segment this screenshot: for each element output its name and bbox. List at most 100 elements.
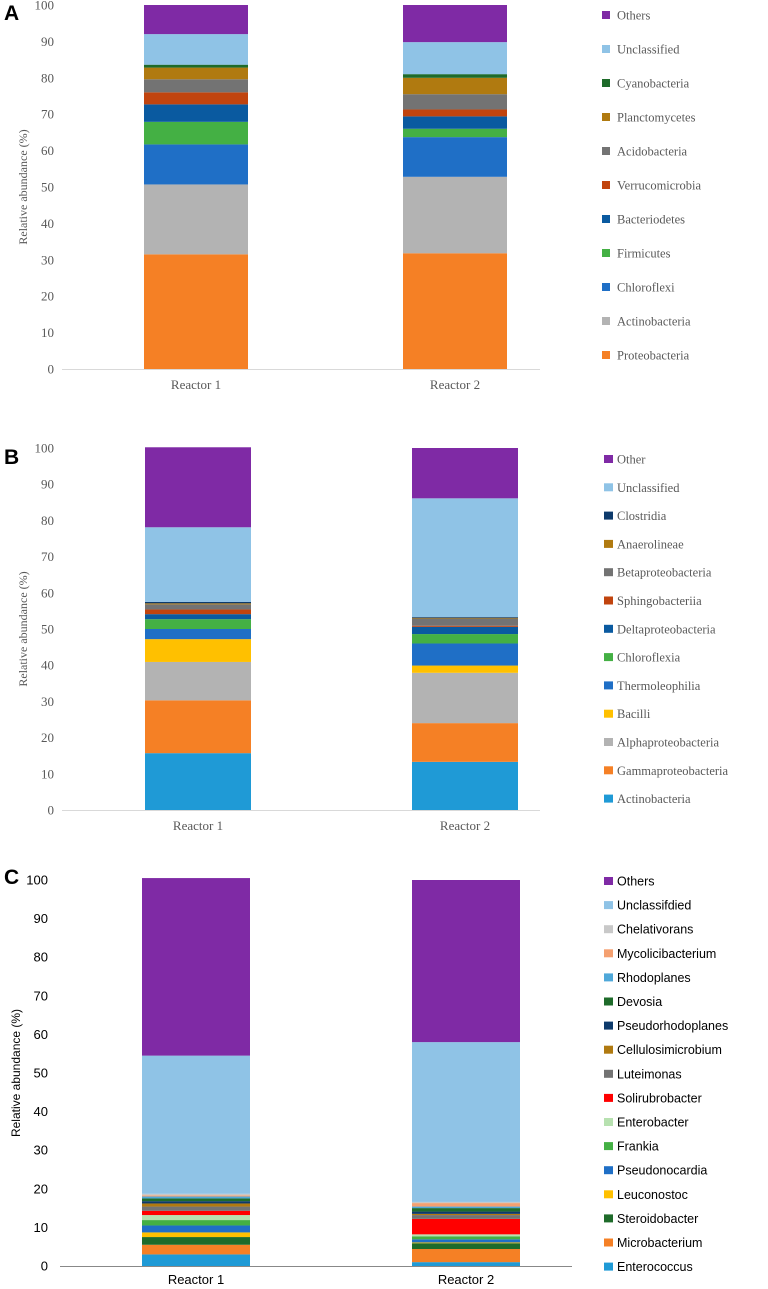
legend-swatch: [602, 147, 610, 155]
legend-swatch: [604, 1118, 613, 1126]
bar-segment-alphaproteobacteria: [145, 661, 251, 701]
bar-segment-leuconostoc: [412, 1242, 520, 1244]
bar-segment-cellulosimicrobium: [412, 1213, 520, 1216]
y-axis-label: Relative abundance (%): [9, 1009, 23, 1137]
legend-swatch: [602, 11, 610, 19]
legend-swatch: [602, 249, 610, 257]
legend-swatch: [602, 215, 610, 223]
legend-swatch: [604, 877, 613, 885]
y-axis-label: Relative abundance (%): [16, 129, 30, 244]
bar-segment-unclassified: [412, 498, 518, 618]
y-tick-label: 10: [41, 766, 54, 781]
legend-swatch: [602, 113, 610, 121]
bar-segment-leuconostoc: [142, 1232, 250, 1238]
y-tick-label: 90: [41, 477, 54, 492]
legend-swatch: [604, 1045, 613, 1054]
legend-entry: Pseudonocardia: [617, 1164, 707, 1178]
legend-entry: Others: [617, 9, 650, 23]
legend-swatch: [604, 1093, 613, 1102]
bar-segment-proteobacteria: [403, 253, 507, 369]
bar-segment-others: [142, 878, 250, 1056]
bar-segment-actinobacteria: [144, 184, 248, 255]
legend-entry: Thermoleophilia: [617, 679, 701, 693]
bar-segment-chloroflexi: [144, 144, 248, 185]
bar-segment-cellulosimicrobium: [142, 1203, 250, 1207]
bar-segment-bacteriodetes: [403, 116, 507, 129]
y-tick-label: 90: [34, 911, 48, 926]
bar-segment-planctomycetes: [403, 77, 507, 95]
legend-entry: Solirubrobacter: [617, 1091, 702, 1105]
y-tick-label: 10: [41, 325, 54, 340]
legend-swatch: [602, 283, 610, 291]
y-tick-label: 90: [41, 34, 54, 49]
x-category-label: Reactor 1: [168, 1272, 224, 1287]
legend-swatch: [604, 901, 613, 910]
legend-swatch: [604, 511, 613, 520]
y-tick-label: 80: [41, 513, 54, 528]
legend-swatch: [604, 997, 613, 1006]
y-tick-label: 30: [41, 694, 54, 709]
legend-entry: Bacilli: [617, 707, 651, 721]
legend-entry: Pseudorhodoplanes: [617, 1019, 728, 1033]
y-tick-label: 30: [34, 1143, 48, 1158]
panel-b: B 0 10 20 30 40 50 60 70 80 90 100 Relative abundanc…: [4, 441, 729, 834]
bar-segment-bacilli: [145, 639, 251, 662]
bar-segment-anaerolineae: [412, 617, 518, 619]
bar-segment-luteimonas: [412, 1215, 520, 1219]
legend-swatch: [604, 794, 613, 803]
bar-segment-chloroflexia: [412, 634, 518, 644]
bar-segment-frankia: [412, 1236, 520, 1240]
legend-swatch: [604, 681, 613, 690]
panel-c: C 0 10 20 30 40 50 60 70 80 90 100 Relative abundanc…: [4, 866, 728, 1287]
bar-segment-rhodoplanes: [142, 1196, 250, 1199]
bar-segment-clostridia: [145, 601, 251, 604]
bar-segment-gammaproteobacteria: [412, 723, 518, 762]
legend-entry: Steroidobacter: [617, 1212, 698, 1226]
legend-entry: Proteobacteria: [617, 349, 690, 363]
legend-entry: Unclassifdied: [617, 899, 691, 913]
legend-entry: Alphaproteobacteria: [617, 736, 719, 750]
bar-segment-microbacterium: [412, 1249, 520, 1263]
legend-entry: Microbacterium: [617, 1236, 702, 1250]
bar-segment-rhodoplanes: [412, 1206, 520, 1209]
y-tick-label: 70: [41, 107, 54, 122]
bar-segment-unclassified: [403, 42, 507, 75]
bar-segment-pseudorhodoplanes: [142, 1201, 250, 1204]
bar-segment-unclassifdied: [142, 1055, 250, 1194]
bar-segment-other: [412, 448, 518, 499]
y-tick-label: 10: [34, 1220, 48, 1235]
bar-segment-frankia: [142, 1220, 250, 1226]
bar-segment-bacteriodetes: [144, 104, 248, 122]
bar-segment-deltaproteobacteria: [145, 614, 251, 620]
bar-segment-microbacterium: [142, 1244, 250, 1255]
legend-entry: Cellulosimicrobium: [617, 1043, 722, 1057]
bar-segment-actinobacteria: [412, 761, 518, 810]
legend-swatch: [602, 45, 610, 53]
legend-entry: Gammaproteobacteria: [617, 764, 729, 778]
legend-entry: Actinobacteria: [617, 792, 691, 806]
bar-segment-planctomycetes: [144, 67, 248, 80]
legend-swatch: [604, 1238, 613, 1247]
bar-segment-proteobacteria: [144, 254, 248, 369]
bar-segment-sphingobacteriia: [145, 609, 251, 615]
bar-segment-acidobacteria: [403, 94, 507, 110]
y-tick-label: 20: [41, 289, 54, 304]
bar-segment-pseudonocardia: [412, 1239, 520, 1243]
bar-segment-acidobacteria: [144, 79, 248, 93]
legend-entry: Betaproteobacteria: [617, 566, 712, 580]
bar-segment-sphingobacteriia: [412, 625, 518, 627]
bar-segment-chloroflexi: [403, 137, 507, 177]
legend-swatch: [604, 1166, 613, 1175]
legend-entry: Unclassified: [617, 481, 680, 495]
bar-segment-pseudorhodoplanes: [412, 1211, 520, 1214]
bar-segment-chelativorans: [412, 1201, 520, 1204]
bar-segment-firmicutes: [144, 121, 248, 145]
bar-segment-devosia: [142, 1198, 250, 1202]
bar-segment-mycolicibacterium: [142, 1195, 250, 1197]
bar-segment-solirubrobacter: [412, 1218, 520, 1235]
panel-label: A: [4, 2, 19, 25]
bar-segment-luteimonas: [142, 1206, 250, 1211]
bar-segment-solirubrobacter: [142, 1210, 250, 1216]
y-tick-label: 0: [48, 362, 55, 377]
bar-segment-thermoleophilia: [412, 643, 518, 666]
